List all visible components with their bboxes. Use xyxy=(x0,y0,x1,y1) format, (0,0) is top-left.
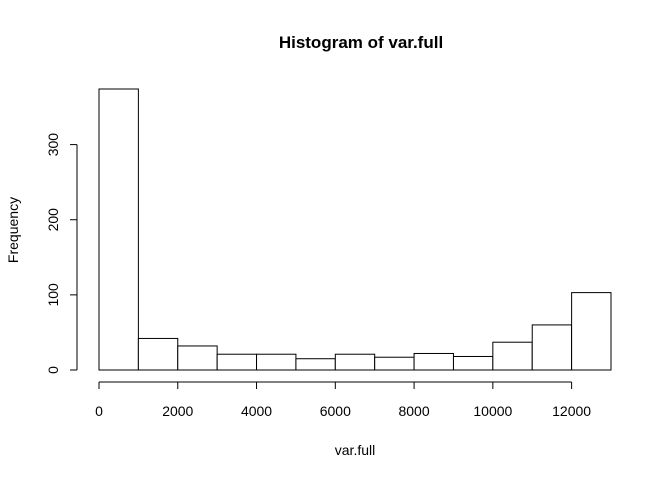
y-axis: 0 100 200 300 xyxy=(45,133,78,374)
histogram-bar xyxy=(256,353,297,371)
y-tick-label: 0 xyxy=(45,366,61,374)
x-tick-label: 8000 xyxy=(398,403,429,419)
x-tick-label: 4000 xyxy=(241,403,272,419)
x-tick-label: 0 xyxy=(95,403,103,419)
x-tick-label: 6000 xyxy=(320,403,351,419)
histogram-bar xyxy=(137,337,179,371)
x-tick-label: 2000 xyxy=(162,403,193,419)
histogram-bar xyxy=(295,358,336,371)
histogram-bar xyxy=(216,353,258,371)
histogram-bar xyxy=(571,292,612,371)
histogram-bar xyxy=(413,352,454,371)
y-tick-label: 300 xyxy=(45,133,61,157)
histogram-bar xyxy=(492,341,533,371)
histogram-bar xyxy=(177,345,218,371)
x-tick-label: 12000 xyxy=(552,403,591,419)
chart-title: Histogram of var.full xyxy=(279,33,443,52)
x-axis-label: var.full xyxy=(335,442,375,458)
y-tick-label: 200 xyxy=(45,208,61,232)
x-tick-label: 10000 xyxy=(473,403,512,419)
y-tick-label: 100 xyxy=(45,283,61,307)
histogram-bar xyxy=(334,353,376,371)
x-axis: 0 2000 4000 6000 8000 10000 12000 xyxy=(95,381,591,419)
histogram-bar xyxy=(98,88,139,371)
histogram-bar xyxy=(531,324,573,371)
histogram-bar xyxy=(452,355,494,371)
histogram-bars xyxy=(98,88,612,371)
y-axis-label: Frequency xyxy=(5,197,21,263)
histogram-bar xyxy=(374,356,415,371)
